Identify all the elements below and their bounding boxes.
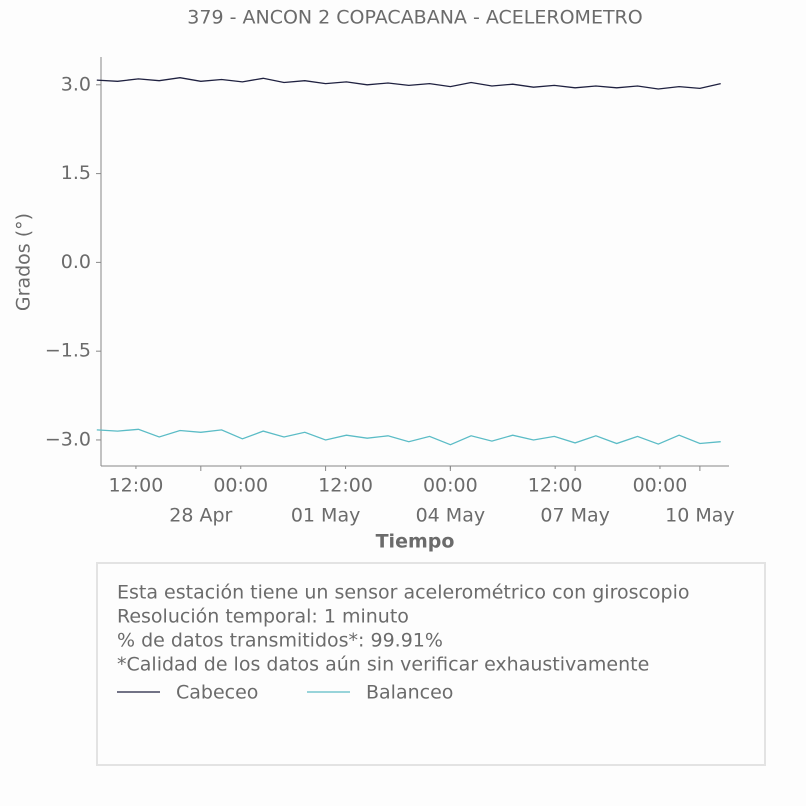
x-minor-tick-label: 00:00	[633, 475, 688, 497]
x-tick-label: 28 Apr	[169, 505, 232, 527]
x-minor-tick-label: 00:00	[213, 475, 268, 497]
legend-box	[96, 562, 766, 766]
series-line	[96, 428, 721, 446]
chart-title: 379 - ANCON 2 COPACABANA - ACELEROMETRO	[187, 7, 642, 29]
info-text: % de datos transmitidos*: 99.91%	[117, 630, 443, 652]
legend-label: Cabeceo	[176, 682, 258, 704]
info-text: *Calidad de los datos aún sin verificar …	[117, 654, 649, 676]
y-tick-label: −1.5	[45, 340, 91, 362]
x-minor-tick-label: 12:00	[318, 475, 373, 497]
y-tick-label: 1.5	[61, 162, 91, 184]
y-tick-label: 0.0	[61, 251, 91, 273]
x-tick-label: 10 May	[665, 505, 735, 527]
x-tick-label: 07 May	[540, 505, 610, 527]
info-text: Resolución temporal: 1 minuto	[117, 606, 409, 628]
series-line	[96, 77, 721, 90]
x-minor-tick-label: 12:00	[528, 475, 583, 497]
x-tick-label: 01 May	[291, 505, 361, 527]
info-text: Esta estación tiene un sensor aceleromét…	[117, 582, 690, 604]
x-minor-tick-label: 12:00	[109, 475, 164, 497]
x-minor-tick-label: 00:00	[423, 475, 478, 497]
x-axis-label: Tiempo	[376, 531, 455, 553]
x-tick-label: 04 May	[416, 505, 486, 527]
legend-label: Balanceo	[366, 682, 453, 704]
y-tick-label: −3.0	[45, 428, 91, 450]
y-axis-label: Grados (°)	[13, 213, 35, 311]
y-tick-label: 3.0	[61, 73, 91, 95]
